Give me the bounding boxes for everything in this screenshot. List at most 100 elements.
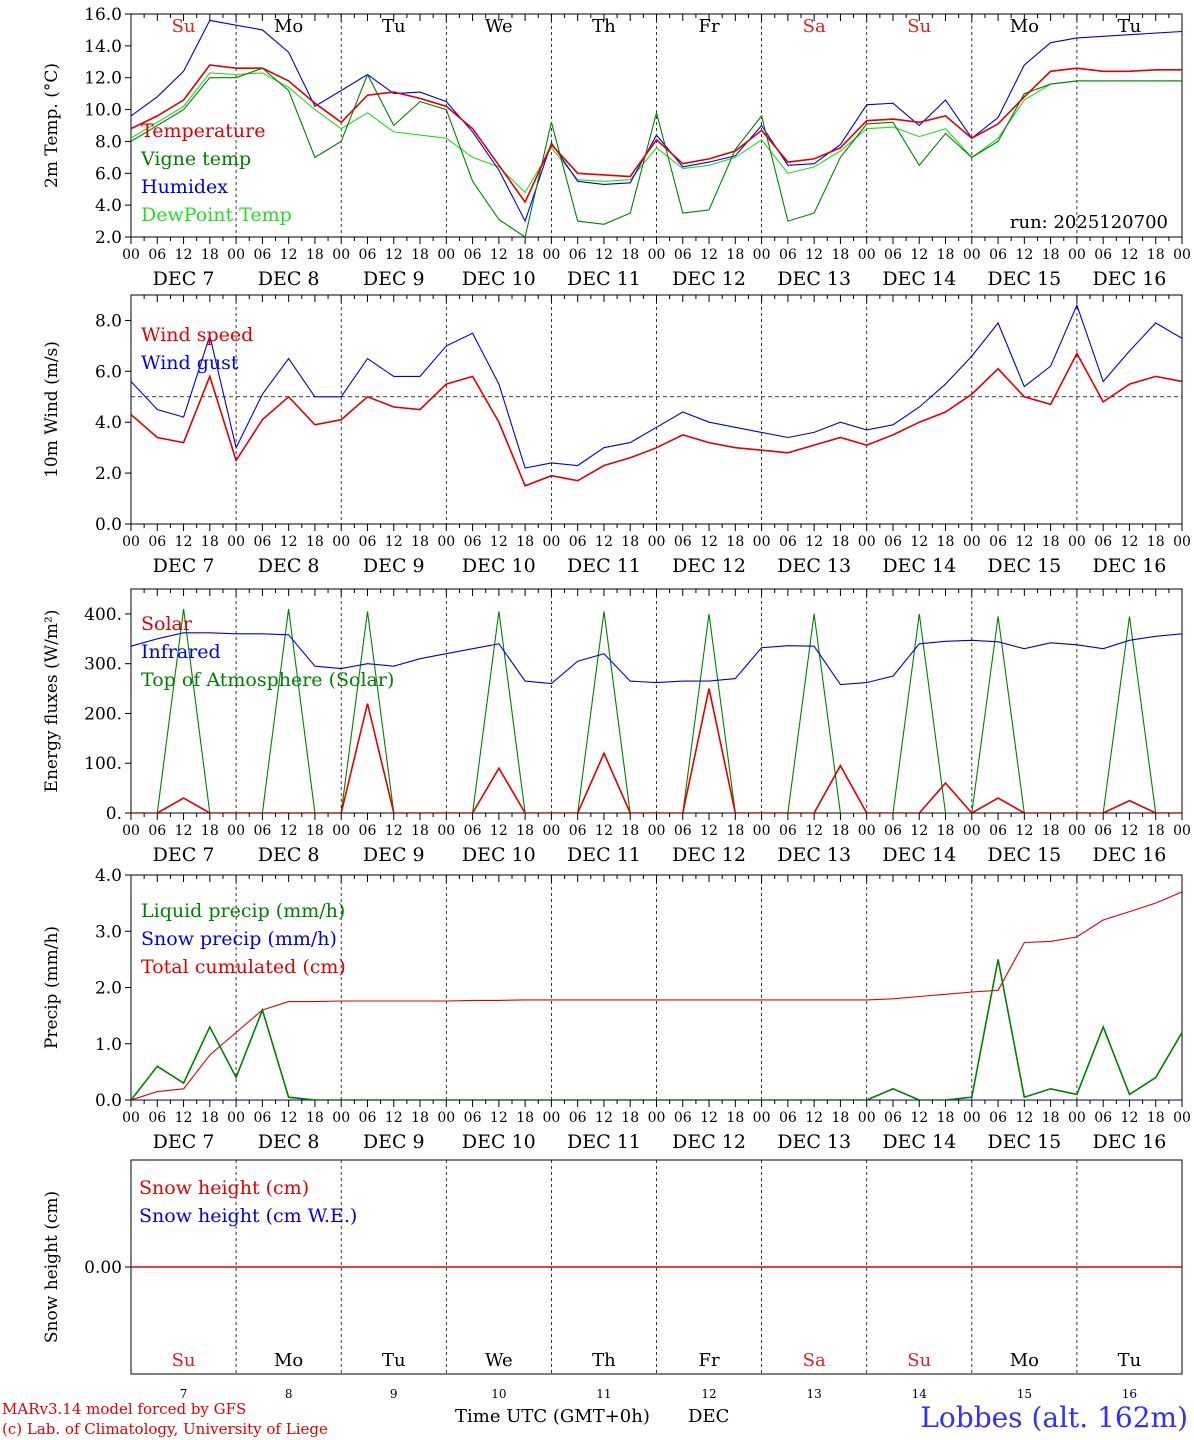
x-date-label: DEC 8 [258, 844, 320, 866]
x-hour-label: 00 [227, 534, 245, 550]
x-hour-label: 00 [753, 247, 771, 263]
weekday-label: Fr [699, 1350, 720, 1371]
x-hour-label: 12 [595, 823, 613, 839]
x-hour-label: 00 [648, 823, 666, 839]
x-hour-label: 00 [437, 1110, 455, 1126]
x-hour-label: 06 [253, 247, 271, 263]
x-hour-label: 12 [1121, 247, 1139, 263]
x-date-label: DEC 13 [777, 268, 851, 290]
x-hour-label: 06 [674, 247, 692, 263]
x-hour-label: 00 [1173, 534, 1191, 550]
y-tick-label: 6.0 [95, 362, 122, 382]
x-hour-label: 06 [569, 823, 587, 839]
x-hour-label: 00 [963, 247, 981, 263]
x-hour-label: 00 [227, 823, 245, 839]
weekday-label: Sa [803, 16, 826, 37]
x-hour-label: 18 [937, 534, 955, 550]
y-tick-label: 16.0 [84, 5, 122, 25]
x-hour-label: 18 [621, 1110, 639, 1126]
x-hour-label: 06 [989, 1110, 1007, 1126]
weekday-label: We [485, 1350, 513, 1371]
x-hour-label: 00 [1068, 823, 1086, 839]
x-hour-label: 06 [884, 1110, 902, 1126]
y-axis-title: Energy fluxes (W/m²) [42, 610, 62, 793]
x-hour-label: 12 [595, 1110, 613, 1126]
x-hour-label: 00 [542, 534, 560, 550]
x-date-label: DEC 15 [987, 555, 1061, 577]
x-hour-label: 18 [1042, 1110, 1060, 1126]
x-hour-label: 18 [1147, 1110, 1165, 1126]
y-tick-label: 14.0 [84, 37, 122, 57]
x-hour-label: 18 [516, 1110, 534, 1126]
x-hour-label: 12 [1015, 1110, 1033, 1126]
day-number-label: 10 [491, 1387, 506, 1401]
x-hour-label: 00 [1173, 247, 1191, 263]
plot-frame [130, 588, 1183, 814]
x-hour-label: 12 [280, 823, 298, 839]
x-hour-label: 06 [148, 247, 166, 263]
series-line-humidex [131, 19, 1182, 223]
weekday-label: Mo [1010, 1350, 1039, 1371]
x-date-label: DEC 15 [987, 268, 1061, 290]
legend-entry: DewPoint Temp [141, 204, 292, 226]
y-tick-label: 0.0 [95, 1091, 122, 1111]
x-date-label: DEC 9 [363, 268, 425, 290]
x-hour-label: 06 [569, 247, 587, 263]
series-line-solar [131, 688, 1182, 813]
weekday-label: Su [907, 1350, 931, 1371]
x-hour-label: 12 [490, 823, 508, 839]
x-hour-label: 00 [963, 1110, 981, 1126]
x-hour-label: 12 [805, 247, 823, 263]
weekday-label: Tu [382, 16, 406, 37]
x-hour-label: 12 [1121, 1110, 1139, 1126]
x-hour-label: 06 [779, 534, 797, 550]
y-tick-label: 300. [84, 655, 122, 675]
legend-entry: Snow precip (mm/h) [141, 928, 337, 950]
x-date-label: DEC 13 [777, 844, 851, 866]
x-hour-label: 06 [884, 534, 902, 550]
y-axis-title: 2m Temp. (°C) [42, 63, 62, 188]
legend-entry: Humidex [141, 176, 228, 198]
x-hour-label: 12 [910, 1110, 928, 1126]
credit-line-1: MARv3.14 model forced by GFS [2, 1400, 247, 1418]
weekday-label: Mo [274, 16, 303, 37]
x-hour-label: 06 [464, 247, 482, 263]
y-axis-title: Precip (mm/h) [42, 926, 62, 1049]
weekday-label: Tu [1118, 16, 1142, 37]
legend-entry: Liquid precip (mm/h) [141, 900, 345, 922]
series-line-total-cumulated-cm [131, 891, 1182, 1100]
day-number-label: 14 [912, 1387, 928, 1401]
legend-entry: Vigne temp [140, 148, 251, 170]
x-hour-label: 18 [621, 247, 639, 263]
x-hour-label: 06 [464, 823, 482, 839]
day-number-label: 9 [390, 1387, 398, 1401]
weekday-label: Su [907, 16, 931, 37]
x-hour-label: 18 [832, 823, 850, 839]
legend-entry: Infrared [141, 641, 221, 663]
series-line-top-of-atmosphere-solar [131, 608, 1182, 813]
x-hour-label: 00 [963, 534, 981, 550]
legend-entry: Snow height (cm) [139, 1177, 309, 1199]
x-hour-label: 12 [700, 1110, 718, 1126]
day-number-label: 16 [1122, 1387, 1137, 1401]
weekday-label: Su [172, 1350, 196, 1371]
weekday-label: Sa [803, 1350, 826, 1371]
day-number-label: 15 [1017, 1387, 1032, 1401]
panel-3: 0. 100. 200. 300. 400. Energy fluxes (W/m²) 00… [42, 588, 1191, 866]
legend-entry: Snow height (cm W.E.) [139, 1205, 357, 1227]
x-hour-label: 00 [858, 823, 876, 839]
x-date-label: DEC 12 [672, 268, 746, 290]
day-number-label: 11 [596, 1387, 611, 1401]
x-date-label: DEC 8 [258, 268, 320, 290]
y-tick-label: 0.00 [84, 1258, 122, 1278]
y-tick-label: 10.0 [84, 101, 122, 121]
x-hour-label: 06 [1094, 534, 1112, 550]
legend-entry: Total cumulated (cm) [141, 956, 346, 978]
x-date-label: DEC 14 [882, 1131, 956, 1153]
series-line-infrared [131, 632, 1182, 686]
x-date-label: DEC 11 [567, 555, 641, 577]
x-hour-label: 06 [884, 247, 902, 263]
panel-5: 0.00 Snow height (cm) Su 7 Mo 8 Tu 9 We 10 Th 11 Fr 1… [42, 1159, 1183, 1401]
x-hour-label: 12 [175, 1110, 193, 1126]
x-hour-label: 00 [227, 1110, 245, 1126]
